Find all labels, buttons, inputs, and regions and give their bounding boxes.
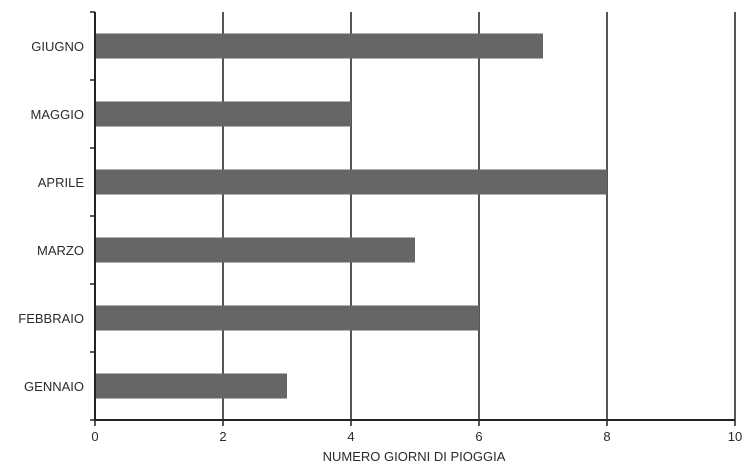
category-label-giugno: GIUGNO xyxy=(31,39,84,54)
bars xyxy=(95,33,607,399)
x-axis-title: NUMERO GIORNI DI PIOGGIA xyxy=(323,449,506,464)
x-tick-label-8: 8 xyxy=(603,429,610,444)
category-label-gennaio: GENNAIO xyxy=(24,379,84,394)
category-label-marzo: MARZO xyxy=(37,243,84,258)
bar-aprile xyxy=(95,169,607,195)
bar-marzo xyxy=(95,237,415,263)
bar-febbraio xyxy=(95,305,479,331)
axes xyxy=(94,12,735,421)
labels: 0 2 4 6 8 10 GENNAIO FEBBRAIO MARZO APRILE MAGGIO G… xyxy=(18,39,742,444)
bar-giugno xyxy=(95,33,543,59)
x-tick-label-6: 6 xyxy=(475,429,482,444)
x-tick-label-2: 2 xyxy=(219,429,226,444)
category-label-aprile: APRILE xyxy=(38,175,85,190)
bar-gennaio xyxy=(95,373,287,399)
gridlines xyxy=(90,11,736,426)
x-tick-label-10: 10 xyxy=(728,429,742,444)
bar-maggio xyxy=(95,101,351,127)
x-tick-label-4: 4 xyxy=(347,429,354,444)
x-tick-label-0: 0 xyxy=(91,429,98,444)
category-label-febbraio: FEBBRAIO xyxy=(18,311,84,326)
category-label-maggio: MAGGIO xyxy=(31,107,84,122)
